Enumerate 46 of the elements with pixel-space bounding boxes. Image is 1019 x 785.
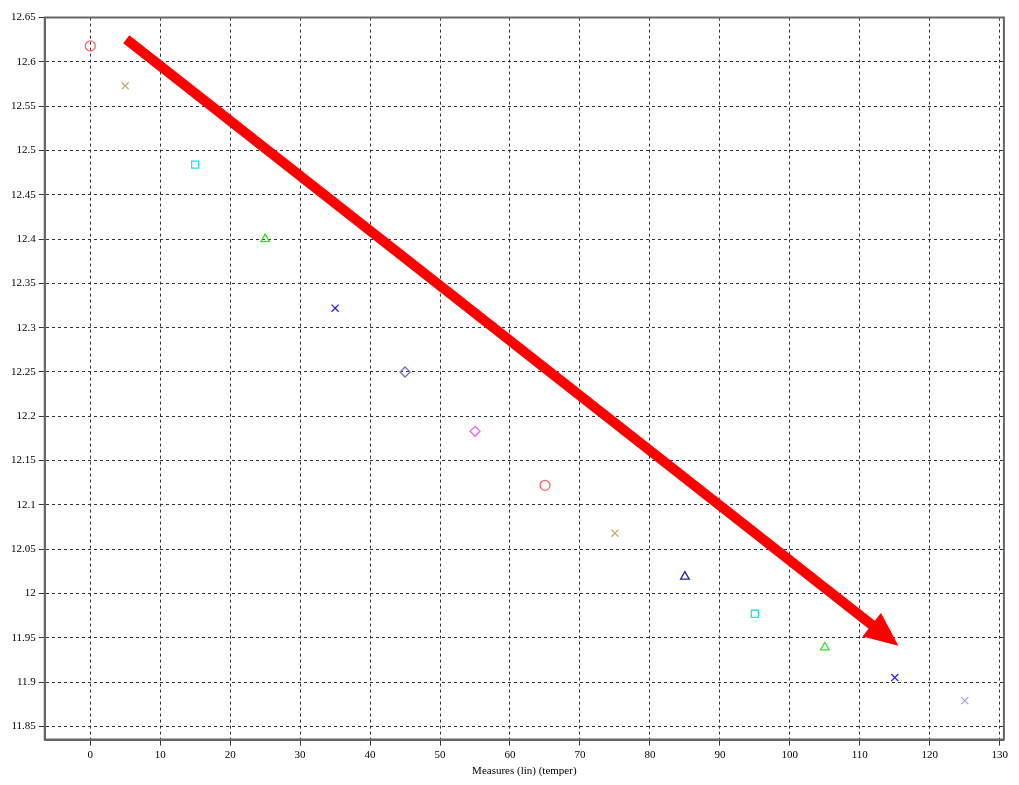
- x-tick-label: 120: [921, 748, 939, 761]
- x-tick-label: 60: [504, 748, 516, 761]
- y-tick-label: 12.45: [11, 187, 37, 200]
- y-tick-label: 12.6: [16, 54, 37, 67]
- point: [469, 425, 481, 437]
- point: [819, 641, 830, 651]
- y-tick-label: 12.65: [11, 10, 37, 23]
- x-tick-label: 100: [781, 748, 799, 761]
- y-tick-label: 12: [24, 586, 36, 599]
- x-tick-label: 0: [87, 748, 94, 761]
- point: [260, 233, 271, 243]
- x-tick-label: 30: [294, 748, 307, 761]
- x-tick-label: 130: [991, 748, 1009, 761]
- point: [539, 479, 551, 491]
- point: [84, 40, 96, 52]
- y-tick-label: 11.85: [11, 719, 37, 732]
- y-tick-label: 11.95: [11, 630, 37, 643]
- y-tick-label: 12.25: [11, 364, 37, 377]
- x-tick-label: 20: [224, 748, 237, 761]
- point: [679, 570, 690, 580]
- y-tick-label: 12.05: [11, 542, 37, 555]
- y-tick-label: 12.55: [11, 99, 37, 112]
- y-tick-label: 11.9: [16, 674, 37, 687]
- point: [960, 696, 969, 705]
- y-tick-label: 12.5: [16, 143, 37, 156]
- point: [121, 81, 130, 90]
- point: [610, 529, 620, 538]
- y-tick-label: 12.15: [11, 453, 37, 466]
- x-tick-label: 110: [851, 748, 869, 761]
- x-tick-label: 50: [434, 748, 447, 761]
- point: [890, 673, 899, 682]
- point: [750, 609, 760, 618]
- y-tick-label: 12.35: [11, 276, 37, 289]
- y-tick-label: 12.2: [16, 409, 36, 422]
- x-tick-label: 90: [714, 748, 726, 761]
- x-tick-label: 40: [364, 748, 377, 761]
- y-tick-label: 12.3: [16, 320, 37, 333]
- point: [399, 366, 411, 378]
- x-tick-label: 70: [574, 748, 586, 761]
- point: [330, 303, 340, 313]
- point: [190, 160, 200, 169]
- x-tick-label: 80: [644, 748, 656, 761]
- x-tick-label: 10: [154, 748, 167, 761]
- x-axis-title: Measures (lin) (temper): [472, 764, 577, 778]
- y-tick-label: 12.4: [16, 231, 37, 244]
- y-tick-label: 12.1: [16, 497, 36, 510]
